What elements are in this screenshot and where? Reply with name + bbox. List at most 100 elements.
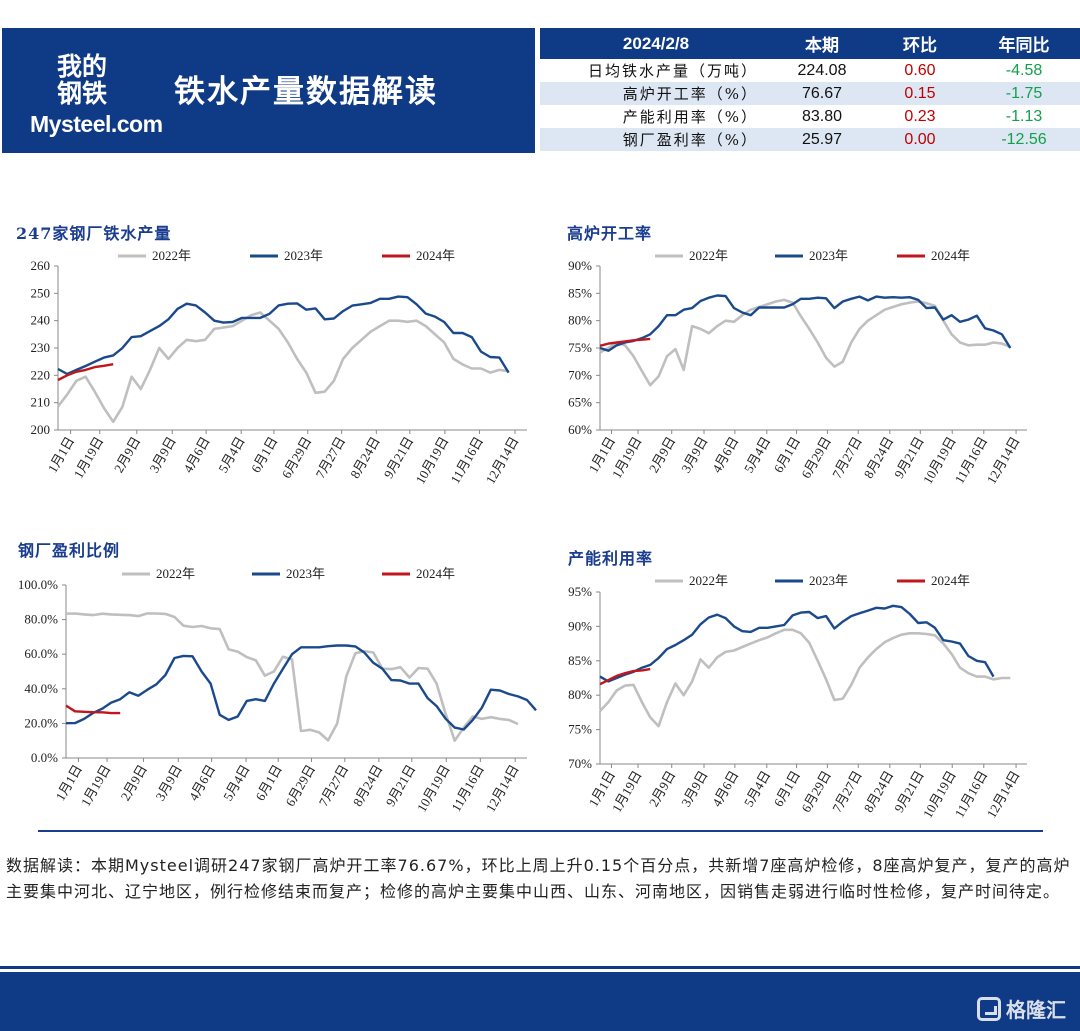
kpi-current-value: 83.80	[801, 107, 843, 125]
legend-label: 2024年	[931, 573, 970, 588]
x-tick-label: 4月6日	[186, 762, 218, 803]
kpi-current-header: 本期	[805, 36, 839, 56]
y-tick-label: 250	[31, 285, 51, 300]
y-tick-label: 0.0%	[31, 750, 58, 765]
x-tick-label: 9月21日	[381, 434, 417, 481]
logo-cn-text: 我的钢铁	[56, 52, 107, 108]
x-tick-label: 5月4日	[741, 434, 773, 475]
watermark-logo-icon	[977, 996, 1001, 1021]
series-line-2024年	[599, 337, 651, 347]
kpi-metric-name: 日均铁水产量（万吨）	[587, 62, 758, 80]
y-tick-label: 80.0%	[24, 612, 58, 627]
legend-label: 2023年	[284, 248, 323, 263]
x-tick-label: 6月29日	[282, 762, 318, 809]
x-tick-label: 2月9日	[646, 434, 678, 475]
y-tick-label: 210	[31, 395, 51, 410]
watermark: 格隆汇	[977, 994, 1066, 1023]
x-tick-label: 5月4日	[220, 762, 252, 803]
x-tick-label: 6月1日	[771, 434, 803, 475]
y-tick-label: 70%	[568, 367, 592, 382]
header-banner: 我的钢铁 Mysteel.com 铁水产量数据解读	[2, 28, 535, 153]
x-tick-label: 4月6日	[709, 768, 741, 809]
logo-en-text: Mysteel.com	[30, 111, 163, 137]
kpi-metric-name: 高炉开工率（%）	[622, 85, 758, 103]
legend-label: 2023年	[809, 248, 848, 263]
y-tick-label: 260	[31, 258, 51, 273]
y-tick-label: 20.0%	[24, 715, 58, 730]
kpi-current-value: 224.08	[797, 61, 847, 79]
watermark-text: 格隆汇	[1006, 998, 1066, 1022]
kpi-header-row: 2024/2/8 本期 环比 年同比	[540, 28, 1080, 59]
kpi-wow-value: 0.60	[904, 61, 936, 79]
section-divider	[38, 830, 1043, 832]
kpi-wow-value: 0.15	[904, 84, 936, 102]
legend-label: 2022年	[689, 248, 728, 263]
y-tick-label: 70%	[568, 756, 592, 771]
kpi-row: 日均铁水产量（万吨） 224.08 0.60 -4.58	[540, 59, 1080, 82]
x-tick-label: 5月4日	[741, 768, 773, 809]
kpi-row: 高炉开工率（%） 76.67 0.15 -1.75	[540, 82, 1080, 105]
series-line-2024年	[65, 704, 121, 715]
x-tick-label: 9月21日	[891, 768, 927, 815]
series-line-2024年	[599, 667, 651, 686]
kpi-wow-header: 环比	[903, 36, 937, 56]
y-tick-label: 200	[31, 422, 51, 437]
x-tick-label: 10月19日	[412, 434, 451, 487]
series-line-2024年	[57, 363, 114, 382]
x-tick-label: 6月1日	[248, 434, 280, 475]
x-tick-label: 2月9日	[111, 434, 143, 475]
y-tick-label: 80%	[568, 687, 592, 702]
mysteel-logo: 我的钢铁 Mysteel.com	[30, 53, 180, 143]
chart-title-hot-metal: 247家钢厂铁水产量	[16, 224, 172, 243]
x-tick-label: 7月27日	[829, 768, 865, 815]
x-tick-label: 3月9日	[146, 434, 178, 475]
legend-label: 2024年	[416, 248, 455, 263]
x-tick-label: 12月14日	[483, 434, 522, 487]
legend-label: 2023年	[809, 573, 848, 588]
chart-title-bf-rate: 高炉开工率	[567, 224, 653, 243]
kpi-date-header: 2024/2/8	[622, 33, 690, 53]
kpi-wow-value: 0.00	[904, 130, 936, 148]
chart-title-capacity-rate: 产能利用率	[568, 549, 654, 568]
y-tick-label: 85%	[568, 285, 592, 300]
analysis-note: 数据解读：本期Mysteel调研247家钢厂高炉开工率76.67%，环比上周上升…	[6, 856, 1071, 901]
y-tick-label: 230	[31, 340, 51, 355]
legend-label: 2023年	[286, 566, 325, 581]
series-line-2022年	[65, 612, 519, 742]
x-tick-label: 4月6日	[180, 434, 212, 475]
x-tick-label: 8月24日	[347, 434, 383, 481]
x-tick-label: 7月27日	[829, 434, 865, 481]
x-tick-label: 7月27日	[313, 434, 349, 481]
x-tick-label: 11月16日	[447, 434, 486, 486]
kpi-metric-name: 钢厂盈利率（%）	[622, 131, 758, 149]
y-tick-label: 100.0%	[18, 577, 58, 592]
x-tick-label: 8月24日	[350, 762, 386, 809]
series-line-2023年	[65, 644, 537, 731]
series-line-2022年	[599, 298, 1011, 387]
x-tick-label: 11月16日	[448, 762, 487, 814]
x-tick-label: 7月27日	[316, 762, 352, 809]
x-tick-label: 12月14日	[483, 762, 522, 815]
y-tick-label: 240	[31, 313, 51, 328]
kpi-yoy-value: -12.56	[1001, 130, 1047, 148]
kpi-table: 2024/2/8 本期 环比 年同比 日均铁水产量（万吨） 224.08 0.6…	[540, 28, 1080, 151]
x-tick-label: 4月6日	[709, 434, 741, 475]
x-tick-label: 6月1日	[771, 768, 803, 809]
footer-bar: 格隆汇	[0, 972, 1080, 1031]
y-tick-label: 60.0%	[24, 646, 58, 661]
y-tick-label: 40.0%	[24, 681, 58, 696]
kpi-yoy-value: -1.13	[1005, 107, 1043, 125]
x-tick-label: 2月9日	[646, 768, 678, 809]
x-tick-label: 3月9日	[678, 434, 710, 475]
x-tick-label: 6月1日	[252, 762, 284, 803]
x-tick-label: 2月9日	[118, 762, 150, 803]
y-tick-label: 75%	[568, 722, 592, 737]
kpi-yoy-value: -4.58	[1005, 61, 1043, 79]
y-tick-label: 220	[31, 367, 51, 382]
kpi-yoy-value: -1.75	[1005, 84, 1043, 102]
legend-label: 2024年	[931, 248, 970, 263]
kpi-row: 产能利用率（%） 83.80 0.23 -1.13	[540, 105, 1080, 128]
series-line-2022年	[56, 311, 509, 424]
kpi-yoy-header: 年同比	[998, 36, 1050, 56]
